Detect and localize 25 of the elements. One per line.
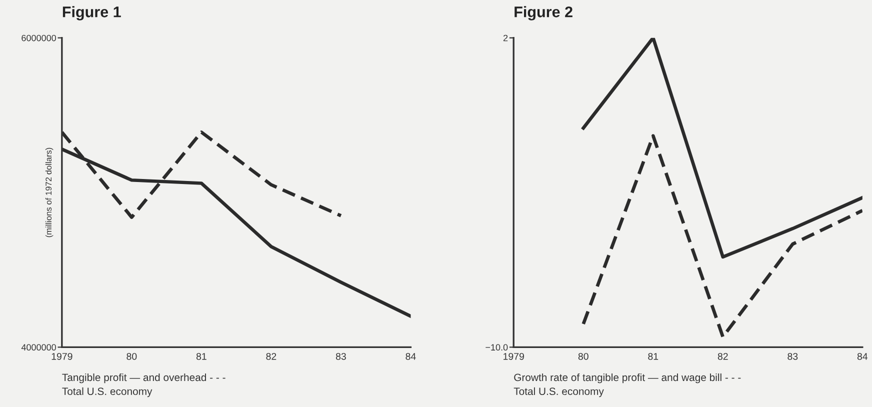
x-tick-label: 83 [336, 352, 346, 360]
text: Tangible profit — and overhead - - - [62, 373, 226, 384]
x-tick-label: 80 [578, 352, 588, 360]
x-tick-label: 84 [406, 352, 416, 360]
line-series [582, 134, 862, 339]
x-tick-label: 1979 [504, 352, 524, 360]
chart-title: Figure 2 [514, 6, 572, 20]
x-tick-label: 81 [648, 352, 658, 360]
x-tick-label: 80 [126, 352, 137, 360]
chart-title: Figure 1 [62, 6, 121, 20]
x-tick-label: 82 [266, 352, 276, 360]
x-tick-label: 83 [788, 352, 798, 360]
text: Total U.S. economy [62, 387, 152, 398]
y-tick-label: 2 [503, 34, 508, 42]
y-axis-title: (millions of 1972 dollars) [45, 148, 54, 238]
x-tick-label: 1979 [52, 352, 72, 360]
y-tick-label: 4000000 [21, 344, 56, 351]
x-tick-label: 82 [718, 352, 728, 360]
y-tick-label: 6000000 [22, 34, 56, 42]
text: Total U.S. economy [514, 387, 604, 398]
line-series [582, 38, 862, 259]
y-tick-label: −10.0 [486, 344, 508, 351]
x-tick-label: 81 [196, 352, 206, 360]
text: Growth rate of tangible profit — and wage bill - - - [514, 373, 741, 384]
x-tick-label: 84 [857, 352, 868, 360]
